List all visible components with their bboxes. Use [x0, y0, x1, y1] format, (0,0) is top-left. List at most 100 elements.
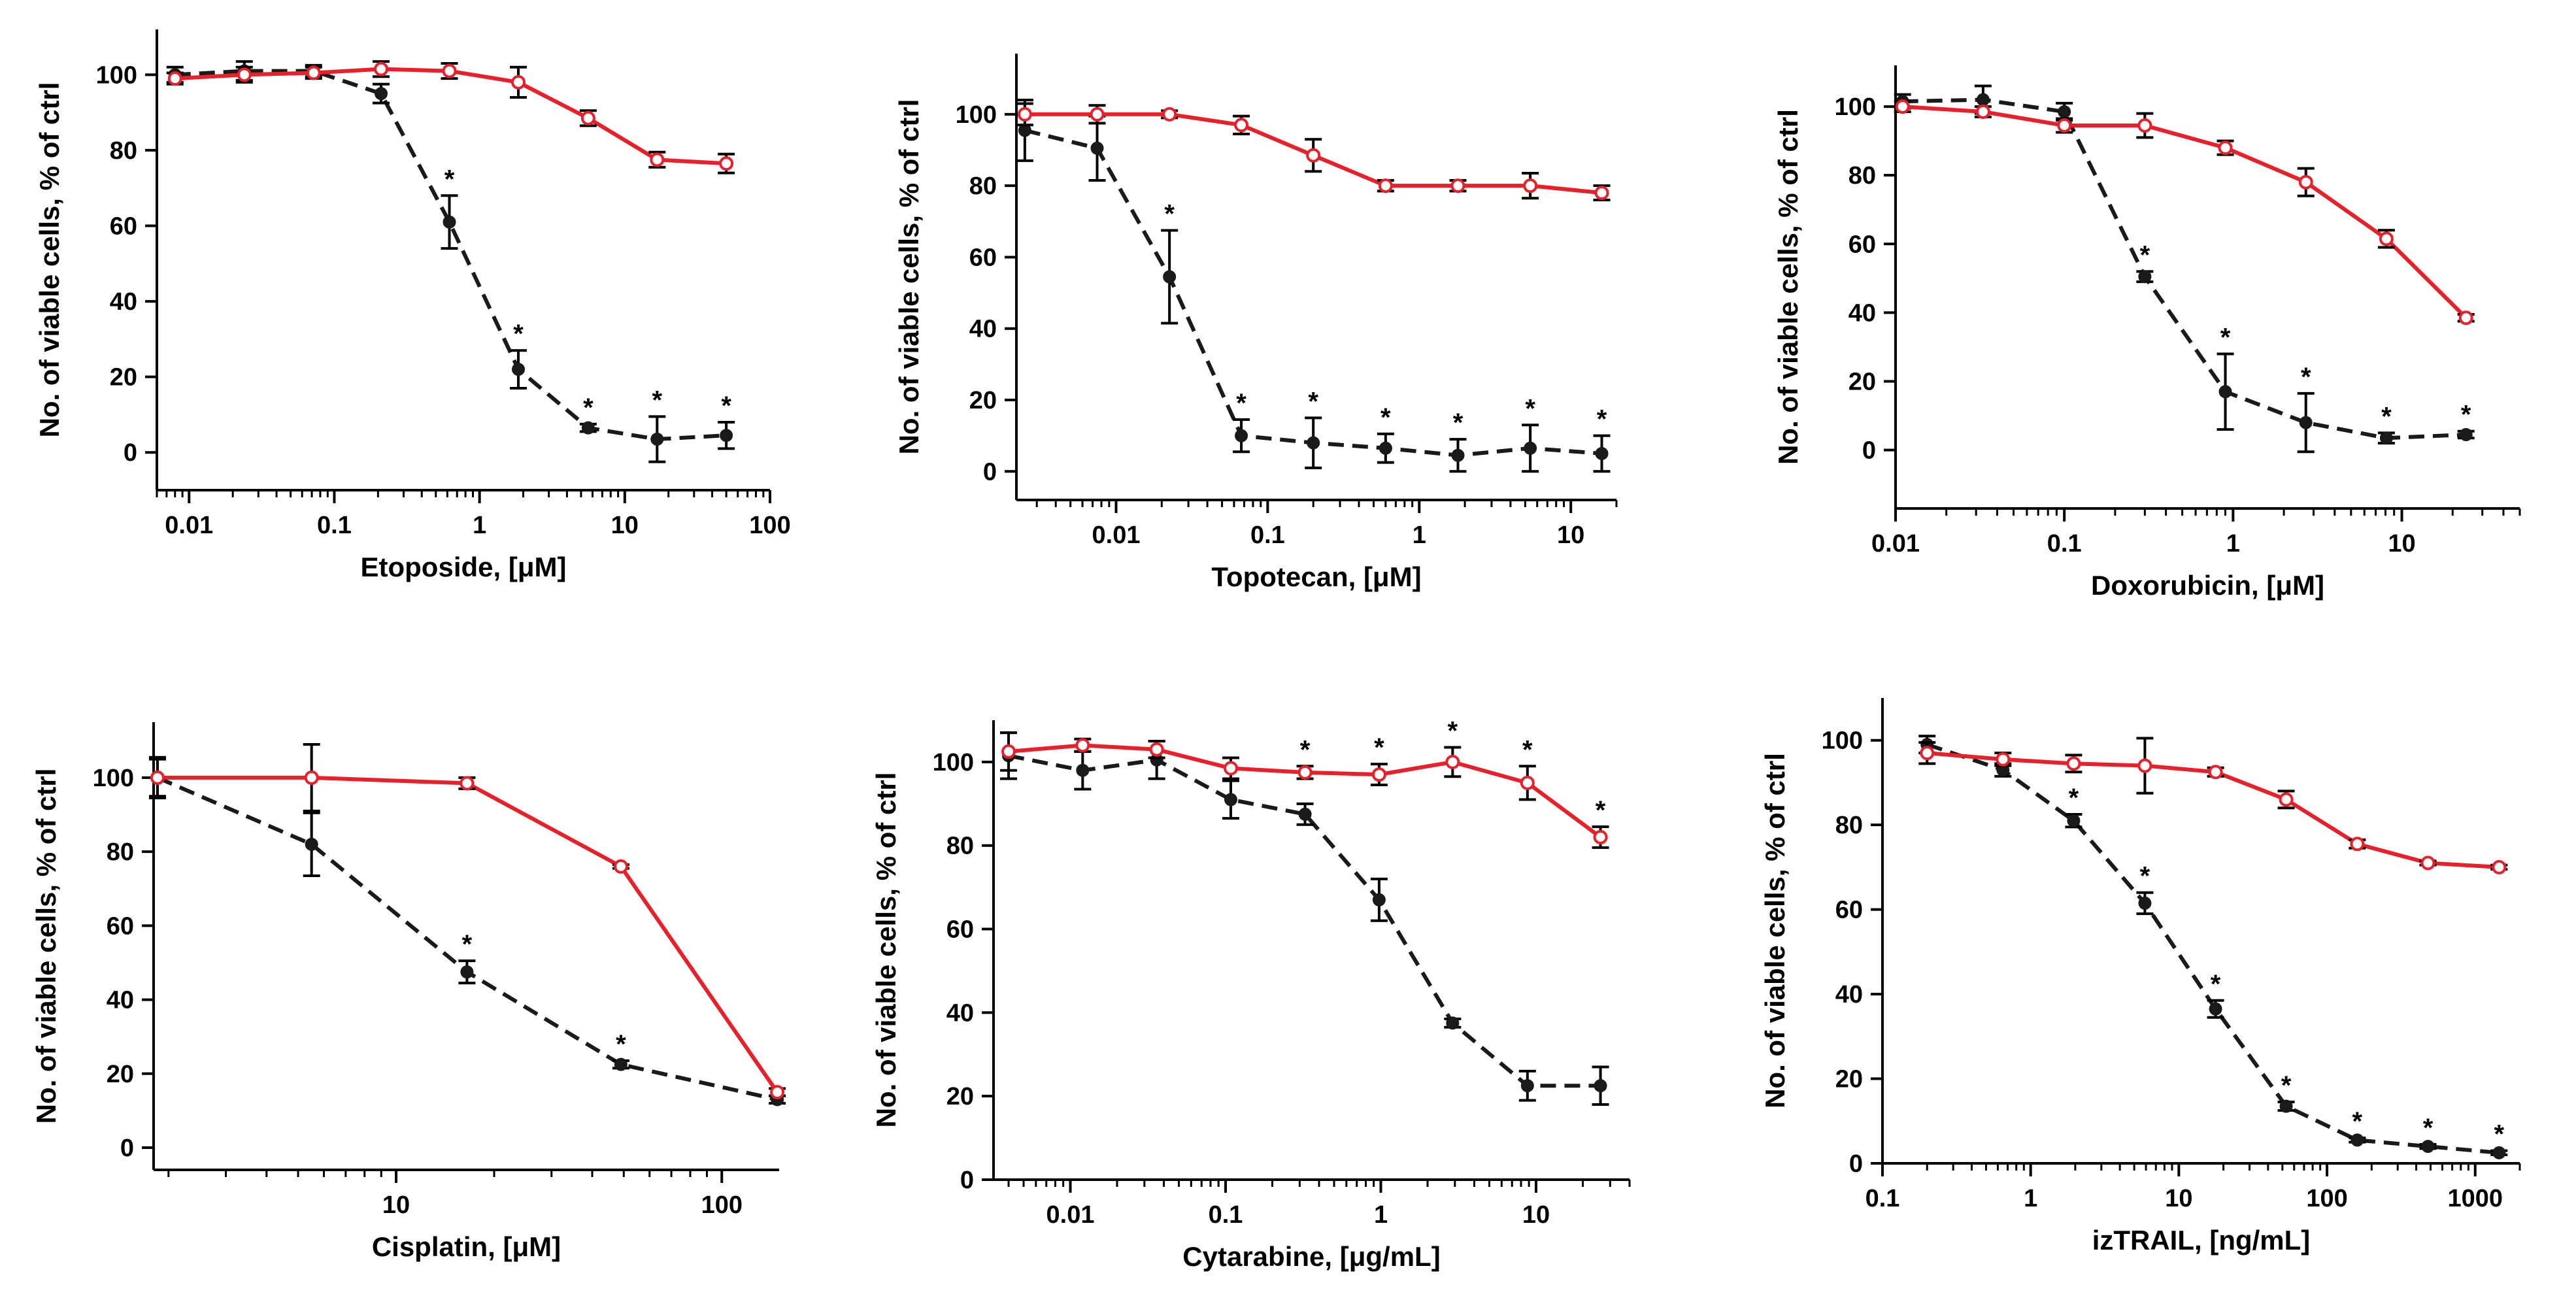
y-tick-label: 60 — [1835, 897, 1863, 924]
y-tick-label: 60 — [110, 212, 137, 240]
control-error-bar — [1994, 752, 2012, 767]
treated-point — [2279, 1099, 2293, 1113]
treated-error-bar — [2297, 391, 2315, 454]
x-axis-title: Doxorubicin, [μM] — [2091, 570, 2324, 601]
treated-point — [1150, 753, 1163, 767]
significance-asterisk: * — [2140, 241, 2150, 269]
control-point — [2057, 118, 2072, 133]
control-point — [1371, 767, 1386, 782]
x-tick-label: 0.1 — [317, 512, 352, 539]
treated-error-bar — [2136, 891, 2154, 916]
y-tick-label: 0 — [120, 1135, 134, 1162]
treated-point — [1451, 448, 1465, 462]
control-point — [1920, 746, 1935, 761]
control-point — [1149, 742, 1164, 757]
control-error-bar — [1370, 763, 1388, 787]
y-tick-label: 80 — [110, 137, 137, 165]
y-tick-label: 40 — [969, 316, 997, 343]
control-point — [2492, 859, 2507, 874]
significance-asterisk: * — [652, 386, 663, 414]
treated-point — [2379, 431, 2393, 445]
control-error-bar — [305, 65, 322, 80]
treated-error-bar — [2490, 1149, 2508, 1157]
control-point — [1975, 104, 1990, 119]
control-error-bar — [373, 60, 390, 78]
control-point — [1223, 761, 1238, 776]
treated-point — [375, 87, 388, 101]
control-point — [167, 71, 182, 86]
x-tick-label: 1000 — [2447, 1185, 2503, 1212]
control-point — [1594, 186, 1609, 201]
control-point — [460, 776, 475, 791]
x-axis-title: Cytarabine, [μg/mL] — [1182, 1241, 1440, 1272]
treated-error-bar — [1994, 762, 2012, 778]
y-axis-title: No. of viable cells, % of ctrl — [34, 82, 65, 438]
significance-asterisk: * — [1597, 405, 1607, 434]
y-tick-label: 60 — [1848, 231, 1876, 258]
significance-asterisk: * — [583, 393, 594, 422]
treated-point — [614, 1057, 627, 1071]
treated-point — [150, 771, 164, 784]
control-point — [1450, 178, 1465, 193]
treated-error-bar — [1305, 416, 1322, 469]
treated-error-bar — [1593, 434, 1611, 473]
control-point — [2066, 756, 2081, 771]
significance-asterisk: * — [1453, 408, 1464, 437]
control-error-bar — [1974, 105, 1992, 118]
treated-point — [2209, 1002, 2222, 1016]
y-tick-label: 100 — [96, 61, 137, 89]
treated-error-bar — [305, 63, 322, 78]
y-tick-label: 40 — [110, 288, 137, 316]
treated-error-bar — [2377, 431, 2395, 445]
control-point — [1297, 765, 1313, 780]
treated-point — [1594, 1079, 1607, 1093]
control-point — [1306, 148, 1321, 163]
y-tick-label: 20 — [1848, 369, 1876, 396]
control-point — [613, 859, 628, 874]
treated-point — [2299, 416, 2313, 429]
control-series-line — [157, 775, 779, 1093]
control-point — [1895, 99, 1910, 114]
treated-point — [1090, 141, 1104, 155]
control-point — [2208, 765, 2223, 780]
treated-point — [237, 64, 251, 78]
y-tick-label: 100 — [1835, 93, 1876, 121]
control-series-line — [1008, 743, 1602, 839]
significance-asterisk: * — [2140, 862, 2150, 891]
control-error-bar — [1377, 178, 1394, 193]
y-tick-label: 60 — [969, 244, 997, 271]
treated-error-bar — [1522, 424, 1539, 473]
treated-point — [1235, 429, 1248, 442]
y-tick-label: 100 — [933, 749, 974, 776]
control-point — [2137, 118, 2152, 133]
treated-error-bar — [1894, 93, 1911, 110]
control-point — [304, 770, 319, 785]
y-tick-label: 0 — [1849, 1150, 1863, 1178]
treated-error-bar — [769, 1094, 786, 1105]
x-tick-label: 10 — [2165, 1185, 2192, 1212]
significance-asterisk: * — [1596, 796, 1606, 825]
y-axis-title: No. of viable cells, % of ctrl — [1773, 109, 1803, 465]
control-series-line — [1902, 105, 2467, 320]
y-tick-label: 20 — [946, 1083, 974, 1110]
y-tick-label: 0 — [983, 458, 997, 486]
x-tick-label: 1 — [1413, 522, 1426, 549]
treated-error-bar — [1444, 1017, 1462, 1029]
control-series-line — [1926, 751, 2500, 869]
treated-error-bar — [1518, 1069, 1536, 1102]
significance-asterisk: * — [2220, 323, 2231, 352]
control-point — [1445, 754, 1460, 769]
treated-error-bar — [1148, 739, 1165, 780]
control-point — [1162, 107, 1177, 122]
y-axis-title: No. of viable cells, % of ctrl — [894, 99, 924, 455]
y-tick-label: 40 — [107, 987, 134, 1014]
y-tick-label: 100 — [956, 101, 997, 129]
x-tick-label: 1 — [473, 512, 486, 539]
treated-point — [2421, 1140, 2435, 1154]
treated-point — [1018, 124, 1031, 137]
treated-error-bar — [1592, 1065, 1609, 1106]
significance-asterisk: * — [2281, 1071, 2292, 1100]
